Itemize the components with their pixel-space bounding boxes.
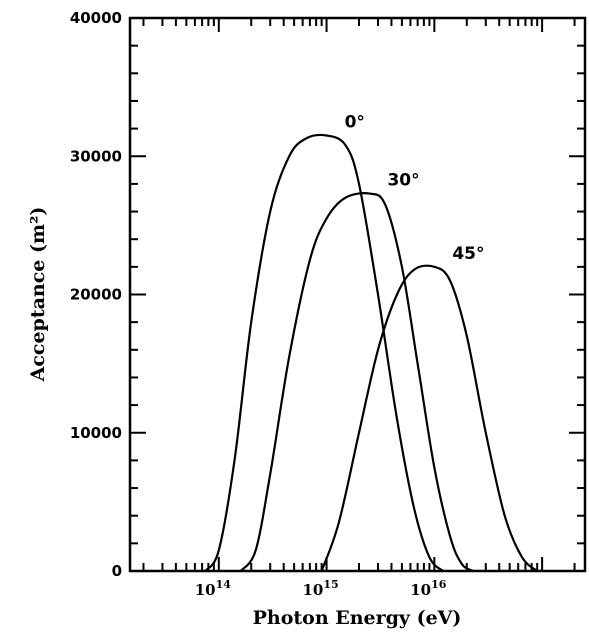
y-tick-label: 30000	[70, 147, 122, 165]
y-tick-labels: 0 10000 20000 30000 40000	[70, 9, 122, 580]
series-label-1: 30°	[387, 171, 419, 191]
x-tick-label: 1015	[302, 578, 338, 599]
series-label-0: 0°	[345, 113, 365, 133]
series-line-2	[320, 264, 539, 573]
x-tick-label: 1014	[195, 578, 232, 599]
y-tick-label: 20000	[70, 286, 122, 304]
series-line-1	[239, 192, 475, 573]
y-tick-label: 10000	[70, 424, 122, 442]
series-line-0	[204, 133, 444, 573]
series-curves	[204, 133, 539, 573]
series-label-2: 45°	[452, 244, 484, 264]
plot-frame	[128, 16, 587, 573]
x-tick-labels: 1014 1015 1016	[195, 578, 447, 599]
axis-ticks	[130, 17, 585, 572]
y-tick-label: 40000	[70, 9, 122, 27]
x-tick-label: 1016	[410, 578, 447, 599]
y-tick-label: 0	[112, 562, 122, 580]
series-labels: 0° 30° 45°	[345, 113, 485, 264]
y-axis-title: Acceptance (m²)	[27, 207, 49, 383]
x-axis-title: Photon Energy (eV)	[253, 607, 462, 629]
